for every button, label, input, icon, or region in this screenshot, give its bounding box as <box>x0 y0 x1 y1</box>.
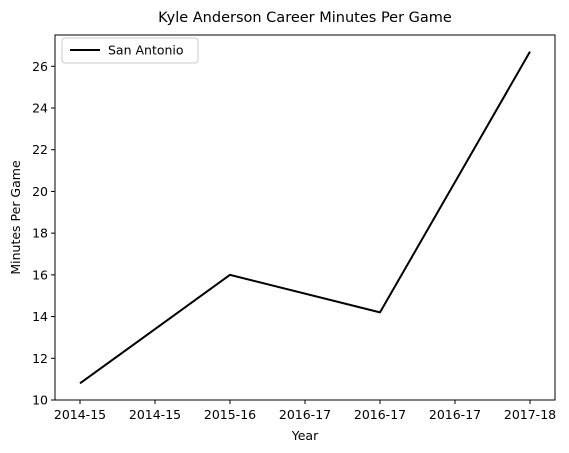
legend-label-san-antonio: San Antonio <box>108 43 184 58</box>
y-axis-label: Minutes Per Game <box>8 160 23 275</box>
y-axis-ticks: 10 12 14 16 18 20 22 24 26 <box>32 59 55 408</box>
x-axis-ticks: 2014-15 2014-15 2015-16 2016-17 2016-17 2016-… <box>54 400 556 422</box>
legend: San Antonio <box>61 37 199 64</box>
series-line-san-antonio <box>79 51 531 385</box>
chart-title: Kyle Anderson Career Minutes Per Game <box>158 10 452 26</box>
x-tick-label: 2014-15 <box>54 407 106 422</box>
y-tick-label: 24 <box>32 101 48 116</box>
legend-box <box>61 37 199 64</box>
series-layer <box>79 51 531 385</box>
y-tick-label: 26 <box>32 59 48 74</box>
y-tick-label: 16 <box>32 267 48 282</box>
x-axis-label: Year <box>291 428 319 443</box>
x-tick-label: 2015-16 <box>204 407 256 422</box>
y-tick-label: 12 <box>32 351 48 366</box>
x-tick-label: 2016-17 <box>429 407 481 422</box>
x-tick-label: 2016-17 <box>279 407 331 422</box>
y-tick-label: 20 <box>32 184 48 199</box>
y-tick-label: 14 <box>32 309 48 324</box>
y-tick-label: 18 <box>32 226 48 241</box>
x-tick-label: 2014-15 <box>129 407 181 422</box>
x-tick-label: 2016-17 <box>354 407 406 422</box>
y-tick-label: 22 <box>32 142 48 157</box>
plot-frame <box>54 34 556 401</box>
y-tick-label: 10 <box>32 393 48 408</box>
x-tick-label: 2017-18 <box>504 407 556 422</box>
